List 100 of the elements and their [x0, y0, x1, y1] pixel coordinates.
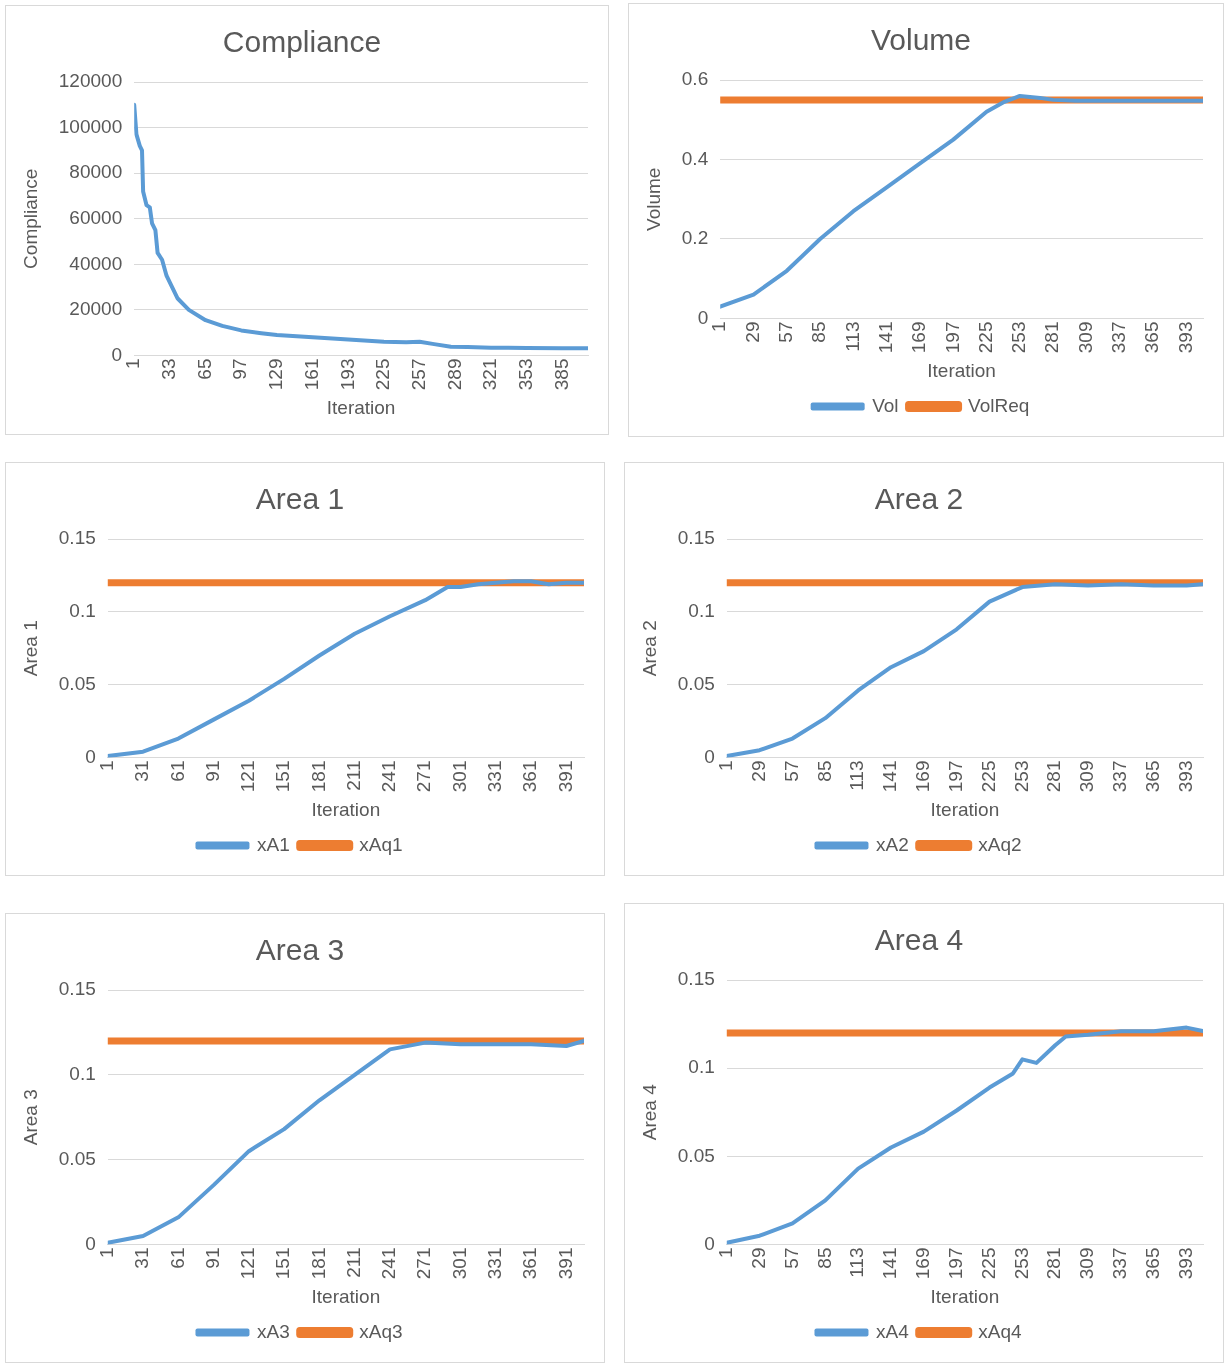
y-tick-label: 0.05: [677, 1144, 715, 1166]
x-axis-title: Iteration: [326, 396, 396, 418]
x-tick-label: 353: [514, 358, 536, 391]
x-tick-label: 181: [307, 760, 329, 793]
legend-label: xAq1: [359, 833, 403, 855]
y-tick-label: 0: [704, 1232, 715, 1254]
x-tick-label: 281: [1043, 760, 1065, 793]
x-tick-label: 57: [775, 321, 797, 343]
x-tick-label: 31: [131, 1247, 153, 1269]
x-tick-label: 169: [912, 760, 934, 793]
x-tick-label: 365: [1141, 321, 1163, 354]
x-tick-label: 151: [272, 760, 294, 793]
x-tick-label: 391: [554, 760, 576, 793]
x-tick-label: 385: [550, 358, 572, 391]
x-tick-label: 281: [1041, 321, 1063, 354]
legend-label: xAq2: [978, 833, 1022, 855]
y-tick-label: 120000: [58, 70, 123, 92]
x-tick-label: 225: [372, 358, 394, 391]
x-tick-label: 33: [158, 358, 180, 380]
x-tick-label: 253: [1010, 760, 1032, 793]
x-tick-label: 337: [1109, 1247, 1131, 1280]
chart-title: Compliance: [222, 25, 382, 59]
legend-label: xA2: [875, 833, 909, 855]
y-tick-label: 0.1: [688, 600, 715, 622]
x-tick-label: 331: [484, 1247, 506, 1280]
legend-label: xA1: [256, 833, 290, 855]
x-tick-label: 29: [741, 321, 763, 343]
x-tick-label: 301: [448, 760, 470, 793]
chart-title: Area 4: [874, 923, 964, 957]
x-tick-label: 309: [1076, 760, 1098, 793]
legend-label: xAq4: [978, 1320, 1022, 1342]
x-tick-label: 65: [193, 358, 215, 380]
x-tick-label: 197: [944, 760, 966, 793]
y-tick-label: 0: [85, 745, 96, 767]
x-tick-label: 211: [342, 760, 364, 791]
x-tick-label: 121: [237, 1247, 259, 1280]
x-tick-label: 257: [407, 358, 429, 391]
x-tick-label: 169: [912, 1247, 934, 1280]
x-tick-label: 29: [747, 760, 769, 782]
y-axis-title: Volume: [642, 167, 664, 231]
x-tick-label: 91: [201, 760, 223, 782]
x-tick-label: 141: [879, 1247, 901, 1280]
legend-label: xA4: [875, 1320, 910, 1342]
y-tick-label: 0.4: [681, 147, 709, 169]
x-tick-label: 337: [1108, 321, 1129, 354]
x-axis-title: Iteration: [930, 1285, 1000, 1307]
legend-label: xA3: [256, 1320, 290, 1342]
x-tick-label: 193: [336, 358, 358, 391]
x-tick-label: 1: [96, 760, 118, 772]
x-tick-label: 113: [846, 1247, 868, 1278]
y-tick-label: 60000: [69, 206, 123, 228]
x-axis-title: Iteration: [927, 359, 996, 381]
x-axis-title: Iteration: [311, 798, 381, 820]
x-axis-title: Iteration: [930, 798, 1000, 820]
x-tick-label: 91: [201, 1247, 223, 1269]
y-tick-label: 0: [704, 745, 715, 767]
x-tick-label: 393: [1174, 760, 1196, 793]
x-tick-label: 97: [229, 358, 251, 380]
chart-title: Volume: [870, 23, 972, 57]
x-tick-label: 225: [977, 1247, 999, 1280]
y-tick-label: 0: [111, 343, 123, 365]
x-tick-label: 225: [977, 760, 999, 793]
y-axis-title: Compliance: [19, 168, 41, 269]
x-tick-label: 57: [780, 1247, 802, 1269]
x-tick-label: 1: [708, 321, 730, 333]
x-tick-label: 241: [378, 1247, 400, 1280]
x-tick-label: 271: [413, 1247, 435, 1280]
chart-title: Area 2: [874, 482, 964, 516]
y-tick-label: 0.05: [677, 672, 715, 694]
x-tick-label: 361: [519, 760, 541, 793]
x-tick-label: 309: [1076, 1247, 1098, 1280]
x-tick-label: 365: [1141, 760, 1163, 793]
y-tick-label: 100000: [58, 115, 123, 137]
legend-label: xAq3: [359, 1320, 403, 1342]
x-tick-label: 337: [1109, 760, 1131, 793]
y-tick-label: 0.1: [688, 1056, 715, 1078]
x-tick-label: 393: [1174, 321, 1196, 354]
x-tick-label: 169: [908, 321, 930, 354]
x-tick-label: 309: [1074, 321, 1096, 354]
y-tick-label: 0: [85, 1232, 96, 1254]
x-tick-label: 85: [808, 321, 830, 343]
x-tick-label: 253: [1008, 321, 1030, 354]
x-tick-label: 211: [342, 1247, 364, 1278]
x-tick-label: 1: [715, 760, 737, 772]
x-tick-label: 161: [300, 358, 322, 391]
y-tick-label: 0.15: [58, 527, 96, 549]
x-tick-label: 197: [941, 321, 963, 354]
x-tick-label: 197: [944, 1247, 966, 1280]
y-tick-label: 0.1: [69, 600, 96, 622]
y-tick-label: 0.05: [58, 672, 96, 694]
x-tick-label: 113: [841, 321, 863, 352]
x-tick-label: 365: [1141, 1247, 1163, 1280]
x-tick-label: 85: [813, 1247, 835, 1269]
x-tick-label: 331: [484, 760, 506, 793]
y-axis-title: Area 3: [19, 1089, 41, 1146]
y-axis-title: Area 1: [19, 620, 41, 677]
y-axis-title: Area 2: [638, 620, 660, 677]
x-tick-label: 31: [131, 760, 153, 782]
x-tick-label: 393: [1174, 1247, 1196, 1280]
y-tick-label: 0.05: [58, 1147, 96, 1169]
